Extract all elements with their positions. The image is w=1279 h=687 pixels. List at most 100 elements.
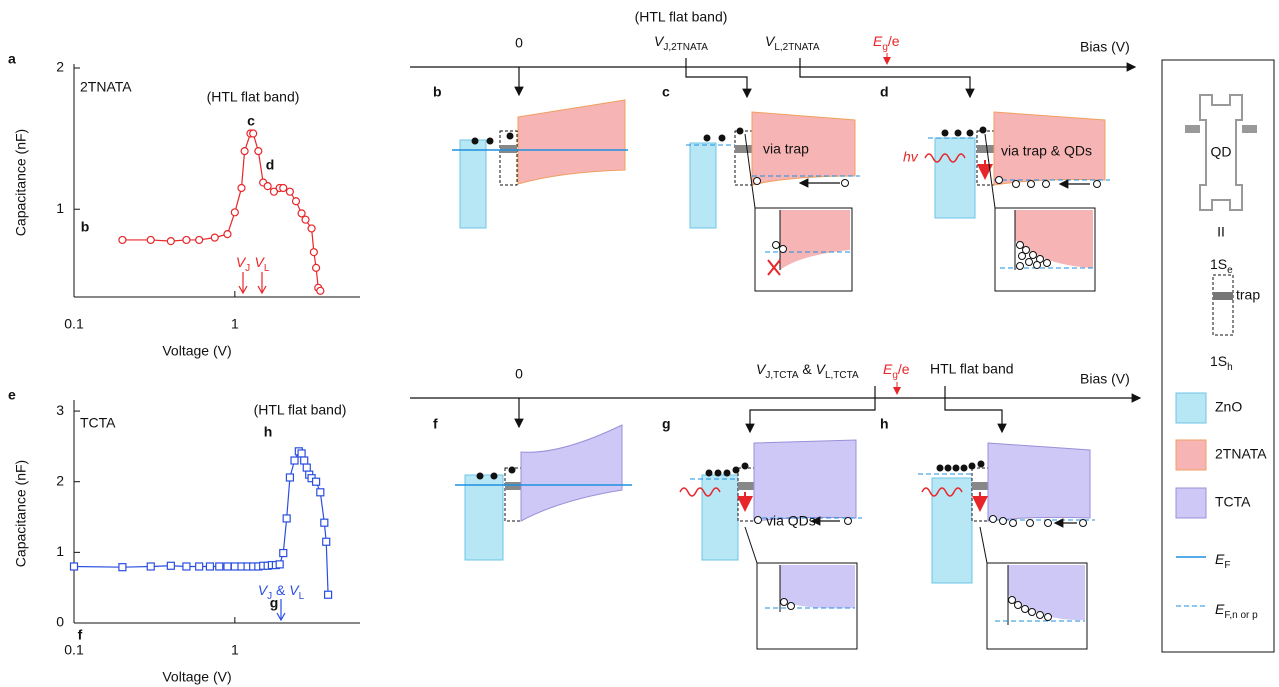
marker bbox=[147, 563, 154, 570]
axis-title: Voltage (V) bbox=[162, 669, 231, 685]
x-tick-label: 1 bbox=[231, 642, 239, 658]
marker bbox=[308, 225, 315, 232]
legend-label: TCTA bbox=[1215, 494, 1251, 510]
marker bbox=[250, 130, 257, 137]
marker bbox=[291, 457, 298, 464]
panel-label: f bbox=[433, 416, 438, 432]
marker bbox=[280, 184, 287, 191]
marker bbox=[224, 231, 231, 238]
marker bbox=[241, 148, 248, 155]
annotation: (HTL flat band) bbox=[207, 89, 300, 105]
legend-label: ZnO bbox=[1215, 399, 1242, 415]
vjl-label: VJ,TCTA & VL,TCTA bbox=[756, 361, 859, 381]
series-line bbox=[74, 451, 328, 594]
marker bbox=[167, 562, 174, 569]
marker bbox=[231, 209, 238, 216]
marker bbox=[255, 148, 262, 155]
marker bbox=[280, 550, 287, 557]
marker bbox=[276, 561, 283, 568]
zero-label: 0 bbox=[515, 35, 523, 51]
y-tick-label: 1 bbox=[56, 543, 64, 559]
marker bbox=[167, 238, 174, 245]
y-tick-label: 2 bbox=[56, 59, 64, 75]
vj-label: VJ,2TNATA bbox=[654, 33, 708, 53]
panel-label: g bbox=[662, 416, 671, 432]
marker bbox=[286, 188, 293, 195]
marker bbox=[238, 184, 245, 191]
legend-label: 2TNATA bbox=[1215, 446, 1267, 462]
marker bbox=[216, 563, 223, 570]
marker bbox=[313, 264, 320, 271]
series-label: TCTA bbox=[80, 415, 116, 431]
marker bbox=[298, 450, 305, 457]
marker bbox=[313, 478, 320, 485]
annotation: h bbox=[264, 424, 273, 440]
marker bbox=[292, 198, 299, 205]
annotation-part: L bbox=[299, 591, 305, 602]
axis-title: Capacitance (nF) bbox=[13, 460, 29, 567]
y-tick-label: 1 bbox=[56, 200, 64, 216]
annotation: b bbox=[81, 219, 90, 235]
marker bbox=[183, 236, 190, 243]
panel-label: c bbox=[662, 84, 670, 100]
marker bbox=[183, 563, 190, 570]
x-tick-label: 1 bbox=[231, 316, 239, 332]
y-tick-label: 3 bbox=[56, 402, 64, 418]
panel-label: b bbox=[433, 84, 442, 100]
marker bbox=[317, 489, 324, 496]
panel-label: d bbox=[880, 84, 889, 100]
marker bbox=[206, 563, 213, 570]
marker bbox=[298, 210, 305, 217]
top-diagram: (HTL flat band) 0 VJ,2TNATA VL,2TNATA Eg… bbox=[410, 9, 1135, 291]
legend-label: II bbox=[1217, 224, 1225, 240]
annotation-part: & bbox=[272, 582, 289, 598]
annotation: hv bbox=[903, 149, 919, 165]
bottom-diagram: 0 VJ,TCTA & VL,TCTA Eg/e HTL flat band B… bbox=[410, 361, 1140, 649]
axis-title: Voltage (V) bbox=[162, 343, 231, 359]
vl-label: VL,2TNATA bbox=[765, 33, 820, 53]
panel-label: a bbox=[8, 51, 16, 67]
annotation: c bbox=[247, 113, 255, 129]
annotation-part: L bbox=[264, 263, 270, 274]
marker bbox=[303, 464, 310, 471]
annotation: via trap & QDs bbox=[1001, 143, 1092, 159]
marker bbox=[321, 519, 328, 526]
annotation: VL bbox=[255, 254, 270, 274]
annotation: via trap bbox=[763, 141, 809, 157]
panel-label: e bbox=[8, 387, 16, 403]
axis-title: Capacitance (nF) bbox=[13, 129, 29, 236]
marker bbox=[119, 236, 126, 243]
marker bbox=[325, 591, 332, 598]
flat-band-note: (HTL flat band) bbox=[635, 9, 728, 25]
annotation: f bbox=[78, 627, 83, 643]
marker bbox=[302, 216, 309, 223]
x-tick-label: 0.1 bbox=[64, 642, 84, 658]
marker bbox=[196, 563, 203, 570]
marker bbox=[310, 249, 317, 256]
marker bbox=[211, 234, 218, 241]
zero-label: 0 bbox=[515, 366, 523, 382]
marker bbox=[196, 236, 203, 243]
marker bbox=[264, 183, 271, 190]
panel-label: h bbox=[880, 416, 889, 432]
marker bbox=[283, 515, 290, 522]
marker bbox=[71, 563, 78, 570]
marker bbox=[323, 538, 330, 545]
marker bbox=[119, 564, 126, 571]
x-tick-label: 0.1 bbox=[64, 316, 84, 332]
annotation-part: J bbox=[245, 263, 250, 274]
marker bbox=[224, 563, 231, 570]
eg-label: Eg/e bbox=[883, 361, 910, 381]
marker bbox=[286, 474, 293, 481]
series-label: 2TNATA bbox=[80, 79, 132, 95]
legend: QD II 1Se trap 1Sh ZnO 2TNATA TCTA EF EF… bbox=[1162, 60, 1274, 652]
figure: (HTL flat band) 0 VJ,2TNATA VL,2TNATA Eg… bbox=[0, 0, 1279, 687]
legend-label: QD bbox=[1211, 144, 1232, 160]
marker bbox=[317, 287, 324, 294]
annotation: d bbox=[266, 157, 275, 173]
marker bbox=[301, 457, 308, 464]
y-tick-label: 2 bbox=[56, 472, 64, 488]
marker bbox=[147, 236, 154, 243]
annotation: VJ bbox=[236, 254, 250, 274]
marker bbox=[231, 563, 238, 570]
